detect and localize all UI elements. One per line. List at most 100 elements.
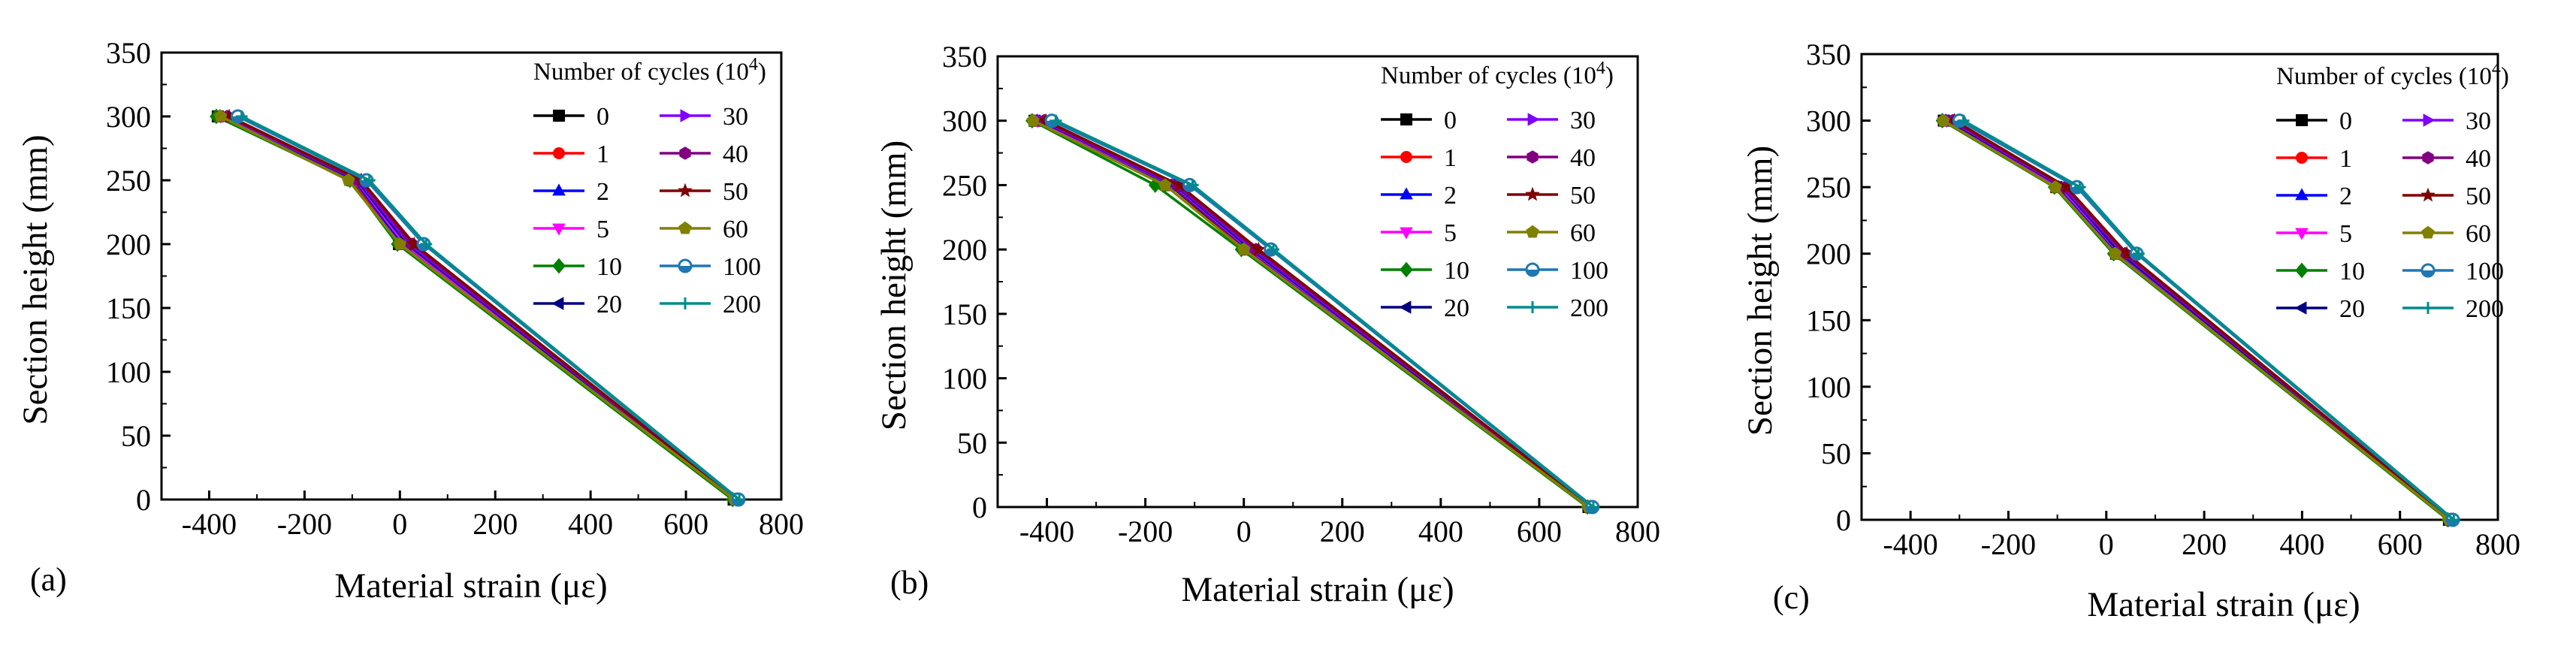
legend-label: 1 — [596, 140, 609, 168]
y-tick-label: 100 — [106, 355, 151, 389]
series-line-200 — [1962, 119, 2455, 521]
legend-swatch-marker — [1525, 186, 1540, 201]
chart-panel-2: -400 -200 0 200 400 600 8000501001502002503003… — [874, 40, 1660, 609]
legend-item-30: 30 — [1507, 107, 1596, 134]
legend-item-60: 60 — [2402, 220, 2491, 248]
legend-item-2: 2 — [533, 178, 609, 206]
legend-title-close: ) — [758, 59, 766, 86]
legend-swatch-marker — [680, 109, 693, 122]
x-axis-title: Material strain (με) — [334, 566, 607, 605]
legend-title-exponent: 4 — [1596, 59, 1605, 78]
legend-title-unit: (10 — [2459, 63, 2492, 90]
legend-label: 5 — [596, 216, 609, 243]
legend-swatch-marker — [678, 221, 692, 234]
x-tick-label: 800 — [759, 507, 804, 541]
legend-item-1: 1 — [1381, 144, 1457, 172]
y-tick-label: 250 — [106, 164, 151, 198]
legend-label: 0 — [2339, 107, 2352, 135]
data-point-200-0 — [1957, 114, 1970, 127]
data-point-200-0 — [235, 110, 248, 122]
legend-label: 1 — [1444, 144, 1457, 172]
legend-swatch-marker — [2296, 114, 2308, 126]
legend-swatch-marker — [2422, 302, 2434, 314]
y-tick-label: 0 — [136, 483, 151, 517]
y-tick-label: 100 — [1806, 370, 1851, 404]
legend-swatch-marker — [2420, 187, 2436, 202]
legend-item-0: 0 — [533, 103, 609, 131]
x-tick-label: 800 — [1615, 515, 1660, 548]
legend-label: 0 — [1444, 107, 1457, 134]
legend-swatch-marker — [1400, 261, 1413, 278]
legend-label: 2 — [1444, 182, 1457, 210]
data-point-200-2 — [420, 238, 433, 250]
x-tick-label: 600 — [1517, 515, 1562, 548]
panel-label: (b) — [890, 564, 929, 601]
chart-panel-1: -400 -200 0 200 400 600 8000501001502002503003… — [16, 36, 804, 605]
y-tick-label: 0 — [972, 491, 987, 524]
x-tick-label: -400 — [182, 507, 237, 541]
data-point-60-2 — [2108, 246, 2122, 260]
y-tick-label: 200 — [942, 233, 987, 267]
legend-swatch-marker — [1527, 150, 1539, 164]
y-tick-label: 150 — [942, 297, 987, 331]
legend: Number of cycles (104) 0 1 2 5 10 20 30 40 50 60 10… — [533, 55, 766, 318]
y-tick-label: 100 — [942, 362, 987, 396]
legend-label: 30 — [2466, 107, 2491, 135]
data-point-200-2 — [1267, 243, 1280, 256]
legend-label: 10 — [2339, 258, 2365, 285]
legend-item-10: 10 — [533, 253, 622, 281]
series-line-60 — [1032, 119, 1590, 509]
data-point-60-2 — [393, 237, 407, 250]
data-point-50-1 — [1171, 177, 1187, 192]
legend-item-40: 40 — [2402, 145, 2491, 173]
series-line-200 — [240, 115, 741, 501]
legend-swatch-marker — [1399, 300, 1412, 314]
series-line-200 — [1055, 119, 1595, 509]
series-line-60 — [219, 115, 735, 501]
legend-title: Number of cycles (104) — [2276, 59, 2509, 90]
legend-swatch-marker — [2295, 228, 2309, 240]
legend-item-100: 100 — [1507, 257, 1608, 285]
x-tick-label: 600 — [2378, 527, 2423, 561]
legend-label: 10 — [1444, 257, 1469, 285]
legend-swatch-marker — [2296, 152, 2308, 164]
legend-swatch-marker — [553, 110, 565, 122]
data-point-200-1 — [2073, 181, 2086, 194]
legend-swatch-marker — [1525, 262, 1540, 277]
legend-label: 5 — [2339, 220, 2352, 248]
data-point-200-3 — [1587, 501, 1600, 513]
legend-label: 60 — [2466, 220, 2491, 248]
legend-item-5: 5 — [533, 216, 609, 243]
legend-item-200: 200 — [2402, 295, 2504, 323]
legend-swatch-marker — [552, 183, 566, 196]
plot-frame — [996, 55, 1639, 509]
x-tick-label: 400 — [1418, 515, 1463, 548]
legend-label: 40 — [723, 140, 748, 168]
data-point-200-2 — [2132, 247, 2145, 260]
legend-item-0: 0 — [1381, 107, 1457, 134]
y-tick-label: 150 — [1806, 303, 1851, 337]
y-tick-label: 250 — [942, 168, 987, 202]
data-point-200-3 — [2448, 514, 2460, 526]
x-tick-label: -400 — [1019, 515, 1074, 548]
legend-swatch-marker — [1400, 151, 1412, 163]
x-tick-label: 200 — [473, 507, 518, 541]
legend-item-1: 1 — [2276, 145, 2352, 173]
legend-label: 40 — [1570, 144, 1596, 172]
legend-item-200: 200 — [1507, 294, 1608, 322]
x-tick-label: 400 — [2279, 527, 2324, 561]
series-line-10 — [1031, 119, 1589, 509]
y-axis-title: Section height (mm) — [16, 134, 55, 424]
legend-item-2: 2 — [1381, 182, 1457, 210]
legend-label: 20 — [1444, 294, 1469, 322]
legend: Number of cycles (104) 0 1 2 5 10 20 30 40 50 60 10… — [2276, 59, 2509, 323]
x-tick-label: -400 — [1883, 527, 1937, 561]
legend-item-5: 5 — [1381, 219, 1457, 247]
legend-swatch-marker — [552, 223, 566, 236]
x-axis-title: Material strain (με) — [1181, 570, 1454, 609]
legend-swatch-marker — [1400, 113, 1412, 125]
legend-label: 10 — [596, 253, 622, 281]
x-tick-label: 0 — [392, 507, 407, 541]
legend-swatch-marker — [551, 297, 564, 310]
series-line-50 — [228, 115, 738, 501]
